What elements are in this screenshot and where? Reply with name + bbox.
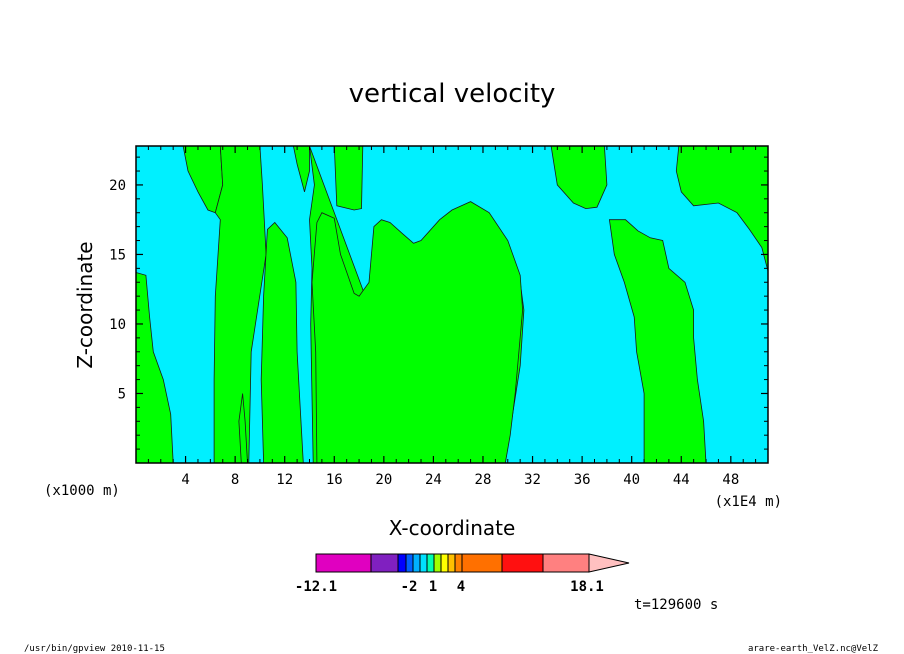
positive-velocity-regions xyxy=(135,145,769,464)
x-tick-label: 8 xyxy=(231,472,239,488)
colorbar-segment xyxy=(419,553,428,573)
colorbar-tick-label: -2 xyxy=(401,579,418,595)
x-scale-note: (x1E4 m) xyxy=(715,494,782,510)
y-tick-label: 20 xyxy=(109,178,126,194)
positive-region-4 xyxy=(260,221,304,464)
colorbar-segment xyxy=(397,553,407,573)
y-tick-label: 5 xyxy=(118,386,126,402)
colorbar-max-label: 18.1 xyxy=(570,579,604,595)
footer-file: arare-earth_VelZ.nc@VelZ xyxy=(748,644,879,654)
y-tick-label: 10 xyxy=(109,317,126,333)
colorbar-ticks: -2 1 4 xyxy=(401,579,466,595)
x-tick-label: 20 xyxy=(375,472,392,488)
z-scale-note: (x1000 m) xyxy=(44,483,120,499)
colorbar-segment xyxy=(461,553,503,573)
x-tick-label: 4 xyxy=(181,472,189,488)
colorbar-segment xyxy=(501,553,544,573)
positive-region-7 xyxy=(311,201,524,464)
x-tick-label: 36 xyxy=(574,472,591,488)
colorbar-segment xyxy=(440,553,449,573)
colorbar-segment xyxy=(426,553,435,573)
x-tick-label: 48 xyxy=(722,472,739,488)
colorbar-extend-arrow xyxy=(588,553,630,573)
plot-frame xyxy=(135,145,769,464)
colorbar-segment xyxy=(315,553,372,573)
positive-region-8 xyxy=(333,145,364,211)
colorbar-segment xyxy=(405,553,414,573)
y-axis: 5 10 15 20 xyxy=(109,156,768,450)
colorbar-min-label: -12.1 xyxy=(295,579,337,595)
x-axis-title: X-coordinate xyxy=(389,516,516,540)
colorbar-segment xyxy=(370,553,399,573)
x-tick-label: 12 xyxy=(276,472,293,488)
y-tick-label: 15 xyxy=(109,247,126,263)
positive-region-9 xyxy=(550,145,608,210)
x-tick-label: 16 xyxy=(326,472,343,488)
footer-command: /usr/bin/gpview 2010-11-15 xyxy=(24,644,165,654)
colorbar-tick-label: 4 xyxy=(457,579,465,595)
x-tick-label: 32 xyxy=(524,472,541,488)
colorbar-segment xyxy=(433,553,442,573)
x-tick-label: 28 xyxy=(475,472,492,488)
colorbar-segment xyxy=(454,553,463,573)
x-tick-label: 24 xyxy=(425,472,442,488)
x-tick-label: 40 xyxy=(623,472,640,488)
time-label: t=129600 s xyxy=(634,597,718,613)
colorbar-segment xyxy=(412,553,421,573)
colorbar-tick-label: 1 xyxy=(429,579,437,595)
x-tick-label: 44 xyxy=(673,472,690,488)
positive-region-10 xyxy=(608,219,707,464)
colorbar-segment xyxy=(447,553,456,573)
positive-region-3 xyxy=(213,145,267,464)
colorbar-segment xyxy=(542,553,590,573)
colorbar xyxy=(315,553,630,573)
y-axis-title: Z-coordinate xyxy=(73,241,97,368)
x-axis: 4 8 12 16 20 24 28 32 36 40 44 48 xyxy=(147,146,757,488)
chart-title: vertical velocity xyxy=(349,79,556,109)
